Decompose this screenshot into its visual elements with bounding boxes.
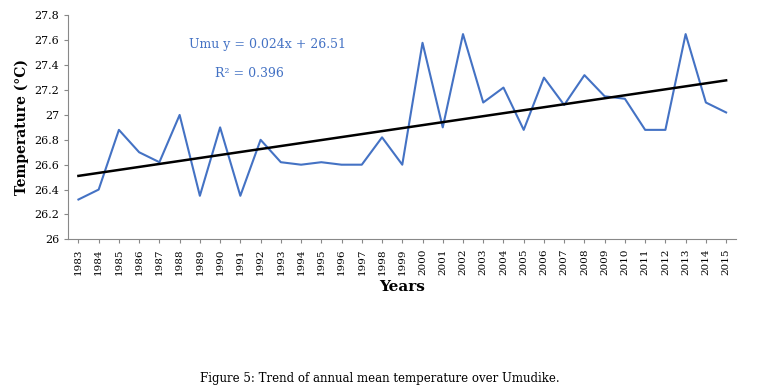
- Text: Figure 5: Trend of annual mean temperature over Umudike.: Figure 5: Trend of annual mean temperatu…: [200, 372, 559, 385]
- Y-axis label: Temperature (°C): Temperature (°C): [14, 59, 29, 195]
- X-axis label: Years: Years: [380, 280, 425, 295]
- Text: Umu y = 0.024x + 26.51: Umu y = 0.024x + 26.51: [188, 38, 345, 51]
- Text: R² = 0.396: R² = 0.396: [216, 67, 284, 80]
